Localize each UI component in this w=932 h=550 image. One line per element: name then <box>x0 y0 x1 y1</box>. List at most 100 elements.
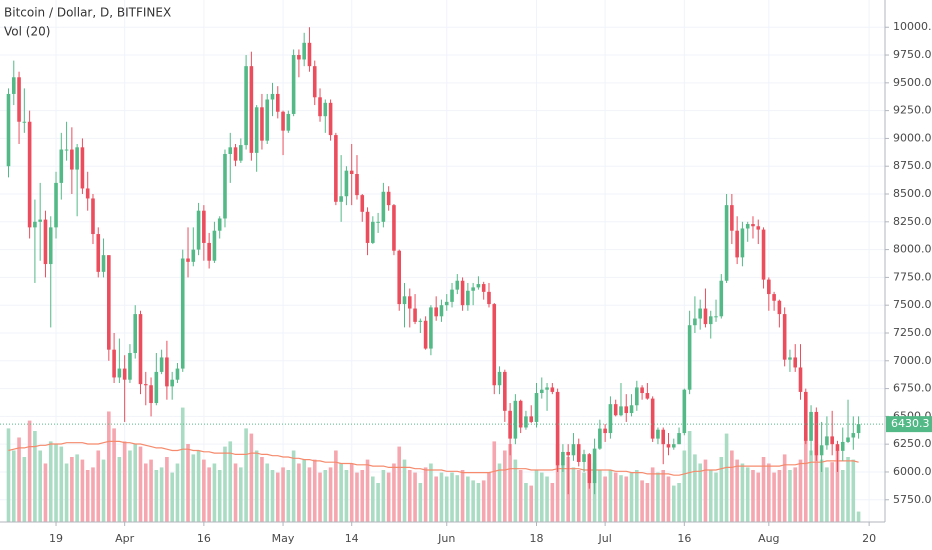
candle-body <box>730 205 734 231</box>
volume-bar <box>745 467 750 522</box>
candle-body <box>481 284 486 292</box>
candle-body <box>291 55 296 114</box>
x-tick-label: 16 <box>197 532 211 545</box>
candle-body <box>529 416 534 422</box>
volume-bar <box>6 428 11 522</box>
volume-bar <box>80 459 85 522</box>
candle-body <box>524 416 528 428</box>
volume-bar <box>59 446 64 522</box>
volume-bar <box>666 476 671 522</box>
candle-body <box>212 230 217 261</box>
volume-bar <box>339 463 343 522</box>
x-tick-label: 20 <box>862 532 876 545</box>
candle-body <box>444 301 449 306</box>
candle-body <box>239 145 243 161</box>
volume-bar <box>122 441 127 522</box>
candle-body <box>788 357 792 360</box>
candle-body <box>846 437 850 442</box>
candle-body <box>170 379 174 387</box>
volume-bar <box>392 463 396 522</box>
volume-bar <box>740 463 745 522</box>
volume-bar <box>186 444 190 522</box>
volume-bar <box>344 470 349 522</box>
x-tick-label: Jul <box>597 532 611 545</box>
candle-body <box>186 258 190 262</box>
candle-body <box>619 406 623 416</box>
volume-bar <box>460 470 465 522</box>
candle-body <box>666 444 671 448</box>
candle-body <box>59 149 64 183</box>
candle-body <box>159 357 164 372</box>
candle-body <box>418 320 423 322</box>
y-tick-label: 10000.0 <box>893 20 932 33</box>
candle-body <box>693 318 697 326</box>
volume-bar <box>397 446 402 522</box>
volume-bar <box>307 467 312 522</box>
candle-body <box>307 42 312 67</box>
candle-body <box>645 393 650 399</box>
candle-body <box>851 433 856 438</box>
volume-bar <box>133 444 138 522</box>
volume-bar <box>407 470 412 522</box>
candle-body <box>640 387 644 394</box>
volume-bar <box>735 459 739 522</box>
candle-body <box>122 368 127 380</box>
volume-bar <box>196 450 201 522</box>
candle-body <box>671 444 676 448</box>
volume-bar <box>819 459 824 522</box>
volume-bar <box>260 457 264 522</box>
candle-body <box>566 451 570 456</box>
candle-body <box>561 451 565 466</box>
volume-bar <box>619 475 623 522</box>
candle-body <box>392 205 396 251</box>
volume-bar <box>70 457 74 522</box>
y-tick-label: 6000.0 <box>893 465 932 478</box>
candle-body <box>856 424 861 434</box>
volume-bar <box>159 467 164 522</box>
volume-bar <box>650 467 655 522</box>
candle-body <box>297 55 301 60</box>
candle-body <box>603 428 607 434</box>
candle-body <box>772 294 776 301</box>
volume-bar <box>640 480 644 522</box>
candle-body <box>355 174 359 196</box>
candle-body <box>128 353 132 380</box>
candle-body <box>518 400 523 428</box>
volume-bar <box>439 472 444 522</box>
volume-bar <box>386 472 391 522</box>
volume-bar <box>165 457 169 522</box>
volume-bar <box>693 454 697 522</box>
volume-bar <box>54 444 58 522</box>
candle-body <box>613 404 618 416</box>
volume-bar <box>629 472 634 522</box>
candle-body <box>344 170 349 197</box>
candle-body <box>22 121 27 123</box>
candle-body <box>165 357 169 387</box>
volume-bar <box>180 407 185 522</box>
candle-body <box>48 227 53 265</box>
volume-bar <box>265 463 270 522</box>
volume-bar <box>682 450 687 522</box>
candle-body <box>629 405 634 414</box>
volume-bar <box>355 472 359 522</box>
candle-body <box>466 290 470 306</box>
candle-body <box>450 289 454 302</box>
volume-bar <box>487 472 491 522</box>
candle-body <box>682 389 687 434</box>
volume-bar <box>719 457 724 522</box>
candle-body <box>598 428 602 449</box>
volume-bar <box>708 470 713 522</box>
candle-body <box>228 147 233 154</box>
volume-bar <box>360 470 365 522</box>
volume-bar <box>244 428 248 522</box>
volume-bar <box>524 483 528 522</box>
candle-body <box>724 205 729 281</box>
candle-body <box>302 42 306 60</box>
volume-bar <box>476 483 481 522</box>
candle-body <box>217 218 222 231</box>
candle-body <box>624 406 629 414</box>
volume-bar <box>96 450 101 522</box>
candle-body <box>133 314 138 354</box>
candle-body <box>96 234 101 272</box>
candle-body <box>11 77 16 94</box>
